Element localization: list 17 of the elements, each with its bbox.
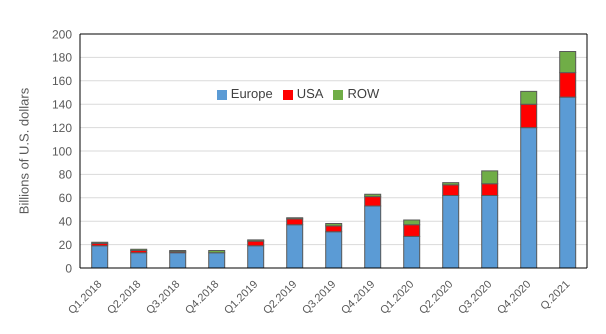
legend-label: ROW — [347, 86, 380, 101]
y-tick-label: 20 — [58, 238, 72, 252]
bar — [91, 245, 108, 268]
y-tick-label: 200 — [52, 27, 72, 42]
legend-label: USA — [296, 86, 324, 101]
y-tick-label: 180 — [52, 50, 72, 65]
y-axis-title: Billions of U.S. dollars — [16, 87, 32, 214]
y-tick-label: 120 — [52, 120, 72, 135]
y-tick-label: 60 — [58, 191, 72, 206]
y-tick-label: 160 — [52, 74, 72, 88]
y-tick-label: 0 — [65, 261, 72, 276]
legend-label: Europe — [230, 86, 273, 101]
y-tick-label: 140 — [52, 97, 72, 112]
bar — [247, 245, 264, 268]
y-tick-label: 40 — [58, 214, 72, 228]
y-tick-label: 100 — [52, 144, 72, 158]
y-tick-label: 80 — [58, 168, 72, 182]
